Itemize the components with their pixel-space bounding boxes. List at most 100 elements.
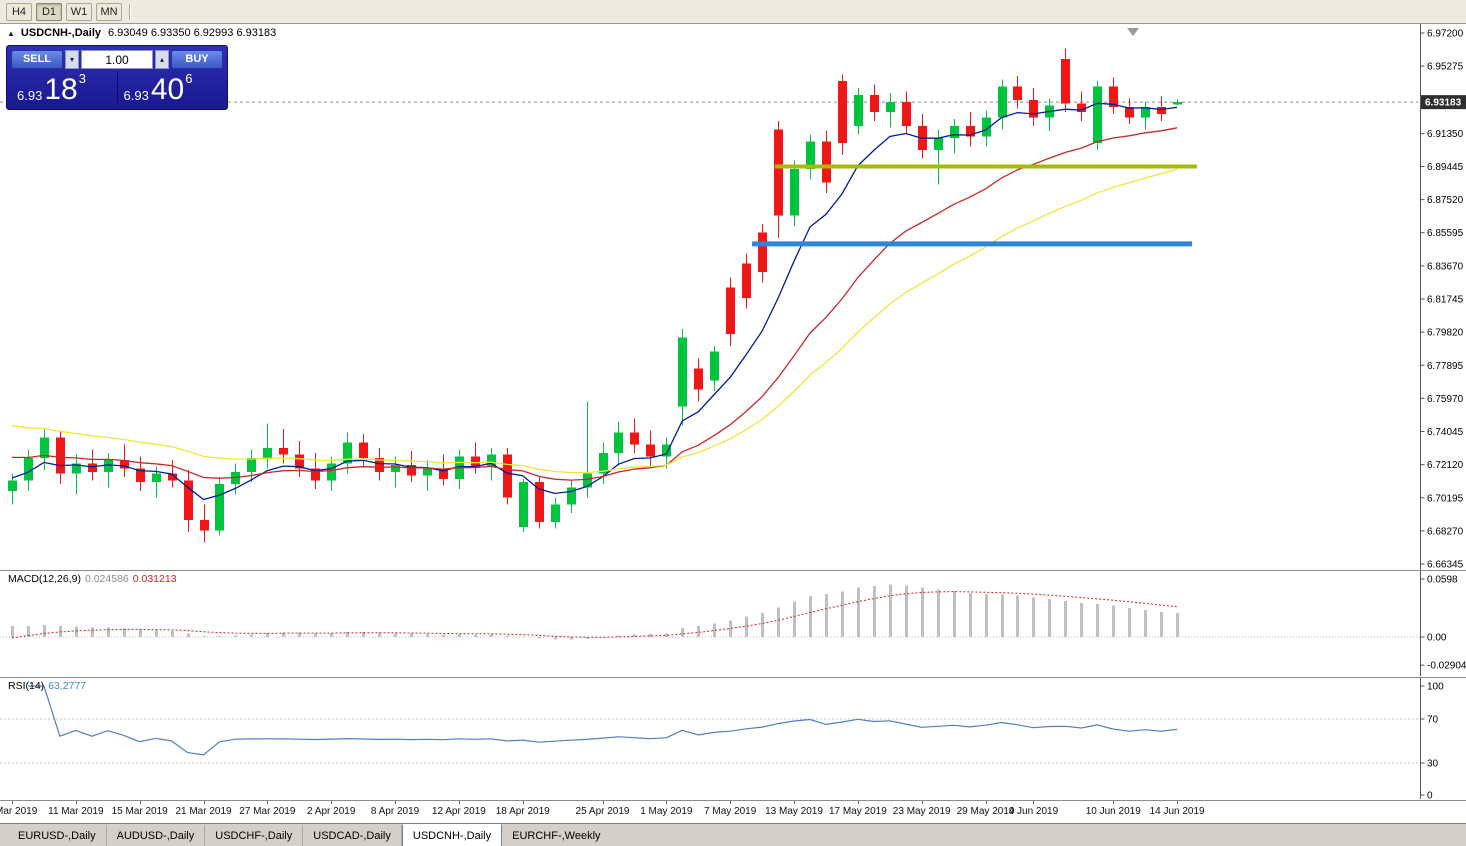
timeframe-button-d1[interactable]: D1: [36, 3, 62, 21]
chart-shift-marker-icon[interactable]: [1127, 28, 1139, 36]
time-axis-tick: [203, 801, 205, 804]
price-axis-label: 6.85595: [1427, 228, 1464, 239]
macd-name: MACD(12,26,9): [8, 573, 81, 585]
moving-averages: [11, 102, 1178, 501]
time-axis-tick: [857, 801, 859, 804]
rsi-label: RSI(14) 63.2777: [8, 680, 86, 692]
tab-audusd-daily[interactable]: AUDUSD-,Daily: [107, 825, 206, 846]
chart-title-bar: ▲ USDCNH-,Daily 6.93049 6.93350 6.92993 …: [7, 27, 276, 39]
price-axis-label: 6.72120: [1427, 460, 1464, 471]
buy-price-display[interactable]: 6.93 40 6: [116, 71, 224, 106]
date-label: 11 Mar 2019: [48, 806, 104, 817]
ma-medium: [11, 127, 1178, 481]
macd-panel: 0.0598 0.00 -0.029049 MACD(12,26,9)0.02458…: [0, 570, 1466, 677]
sell-price-pip: 3: [78, 71, 86, 86]
time-axis-tick: [139, 801, 141, 804]
toolbar-separator: [129, 3, 131, 20]
price-axis-label: 6.83670: [1427, 261, 1464, 272]
tab-eurusd-daily[interactable]: EURUSD-,Daily: [8, 825, 107, 846]
sell-price-main: 6.93: [17, 88, 43, 103]
chart-tab-bar: EURUSD-,Daily AUDUSD-,Daily USDCHF-,Daily U…: [0, 823, 1466, 846]
date-label: 15 Mar 2019: [111, 806, 168, 817]
ma-fast: [11, 102, 1178, 501]
current-price-badge: [1421, 95, 1466, 110]
symbol-period-label: USDCNH-,Daily: [20, 27, 101, 39]
tabbar-grip: [0, 825, 8, 846]
date-label: 10 Jun 2019: [1085, 806, 1141, 817]
date-label: 8 Apr 2019: [370, 806, 420, 817]
one-click-collapse-icon[interactable]: ▲: [7, 28, 15, 38]
price-axis-label: 6.79820: [1427, 328, 1464, 339]
rsi-axis-label: 30: [1427, 759, 1439, 770]
time-axis-tick: [1177, 801, 1179, 804]
date-label: 12 Apr 2019: [431, 806, 486, 817]
buy-price-main: 6.93: [123, 88, 149, 103]
date-label: 7 May 2019: [704, 806, 757, 817]
price-axis-label: 6.68270: [1427, 526, 1464, 537]
price-axis-label: 6.74045: [1427, 427, 1464, 438]
time-axis[interactable]: 5 Mar 2019 11 Mar 2019 15 Mar 2019 21 Mar 2…: [0, 800, 1466, 823]
time-axis-tick: [602, 801, 604, 804]
buy-price-big: 40: [150, 73, 185, 106]
tab-usdcad-daily[interactable]: USDCAD-,Daily: [303, 825, 402, 846]
tab-usdcnh-daily[interactable]: USDCNH-,Daily: [401, 824, 503, 846]
price-axis-label: 6.97200: [1427, 29, 1464, 40]
rsi-value: 63.2777: [48, 680, 87, 692]
sell-price-big: 18: [44, 73, 78, 106]
volume-up-button[interactable]: ▴: [155, 50, 169, 69]
rsi-chart-canvas[interactable]: 100 70 30 0: [0, 678, 1466, 799]
tab-usdchf-daily[interactable]: USDCHF-,Daily: [205, 825, 304, 846]
time-axis-tick: [395, 801, 397, 804]
tab-eurchf-weekly[interactable]: EURCHF-,Weekly: [512, 830, 601, 842]
time-axis-tick: [267, 801, 269, 804]
macd-main-value: 0.024586: [84, 573, 129, 585]
price-axis-label: 6.95275: [1427, 62, 1464, 73]
price-axis-label: 6.87520: [1427, 195, 1464, 206]
timeframe-button-h4[interactable]: H4: [6, 3, 32, 21]
date-label: 27 Mar 2019: [239, 806, 296, 817]
time-axis-tick: [75, 801, 77, 804]
price-axis-label: 6.91350: [1427, 129, 1464, 140]
timeframe-button-w1[interactable]: W1: [66, 3, 92, 21]
time-axis-tick: [522, 801, 524, 804]
buy-price-pip: 6: [185, 71, 193, 86]
price-axis-label: 6.89445: [1427, 162, 1464, 173]
rsi-axis-label: 70: [1427, 715, 1439, 726]
macd-chart-canvas[interactable]: 0.0598 0.00 -0.029049: [0, 571, 1466, 676]
date-label: 5 Mar 2019: [0, 806, 38, 817]
sell-price-display[interactable]: 6.93 18 3: [11, 71, 117, 105]
time-axis-tick: [921, 801, 923, 804]
volume-input[interactable]: [81, 50, 153, 69]
time-axis-tick: [1033, 801, 1035, 804]
time-axis-tick: [331, 801, 333, 804]
ma-slow: [11, 168, 1178, 474]
chart-tabs: EURUSD-,Daily AUDUSD-,Daily USDCHF-,Daily U…: [8, 824, 611, 846]
price-axis-label: 6.81745: [1427, 294, 1464, 305]
main-chart-panel: 6.97200 6.95275 6.91350 6.89445 6.87520 6.855…: [0, 24, 1466, 570]
date-label: 18 Apr 2019: [495, 806, 550, 817]
macd-axis-label: 0.00: [1427, 633, 1447, 644]
buy-button[interactable]: BUY: [171, 50, 223, 69]
time-axis-tick: [666, 801, 668, 804]
date-label: 14 Jun 2019: [1149, 806, 1205, 817]
rsi-name: RSI(14): [8, 680, 45, 692]
date-label: 17 May 2019: [828, 806, 887, 817]
volume-down-button[interactable]: ▾: [65, 50, 79, 69]
time-axis-tick: [985, 801, 987, 804]
current-price-badge-text: 6.93183: [1425, 98, 1462, 109]
trade-controls-row: SELL ▾ ▴ BUY: [11, 50, 223, 69]
macd-label: MACD(12,26,9) 0.024586 0.031213: [8, 573, 177, 585]
timeframe-buttons: H4 D1 W1 MN: [6, 2, 126, 21]
timeframe-button-mn[interactable]: MN: [96, 3, 122, 21]
macd-axis-label: 0.0598: [1427, 574, 1458, 585]
rsi-panel: 100 70 30 0 RSI(14) 63.2777: [0, 677, 1466, 800]
macd-histogram: [11, 584, 1179, 640]
ohlc-values: 6.93049 6.93350 6.92993 6.93183: [108, 27, 277, 39]
macd-signal-value: 0.031213: [132, 573, 177, 585]
time-axis-tick: [794, 801, 796, 804]
sell-button[interactable]: SELL: [11, 50, 63, 69]
time-axis-tick: [730, 801, 732, 804]
price-chart-canvas[interactable]: 6.97200 6.95275 6.91350 6.89445 6.87520 6.855…: [0, 24, 1466, 570]
time-axis-tick: [1113, 801, 1115, 804]
